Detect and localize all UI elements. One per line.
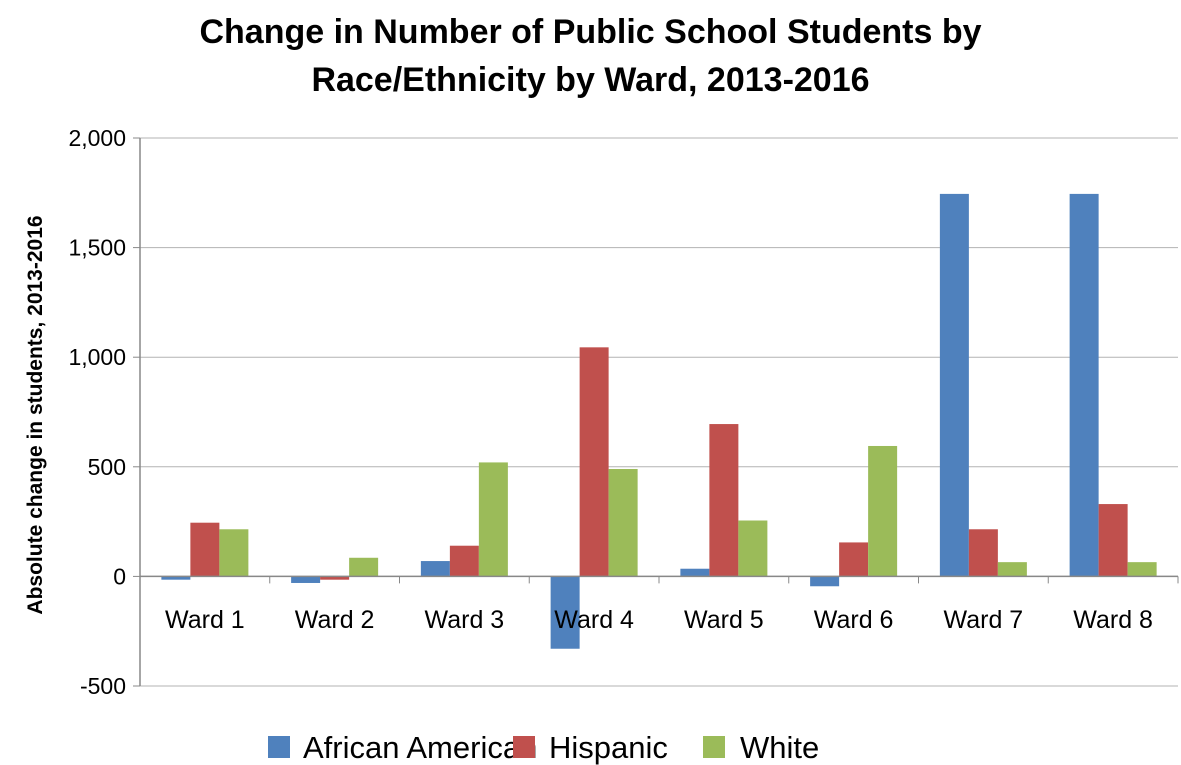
bar [161,576,191,580]
bar [420,561,450,577]
bar [868,445,898,577]
axes [139,138,1179,686]
y-axis-ticks: -500 0 500 1,000 1,500 2,000 [68,125,140,699]
bar [738,520,768,577]
bar [1098,504,1128,577]
y-tick-label: 0 [113,563,126,589]
bar [608,468,638,577]
x-tick-label: Ward 1 [165,606,245,634]
bar [1127,562,1157,577]
legend-label: Hispanic [549,730,668,765]
bar [320,576,350,580]
legend-label: White [740,730,819,765]
bar [939,193,969,577]
bar [579,347,609,577]
chart-title-line-2: Race/Ethnicity by Ward, 2013-2016 [311,61,870,99]
x-axis-categories: Ward 1 Ward 2 Ward 3 Ward 4 Ward 5 Ward 6 Ward… [165,606,1153,634]
bar [550,576,580,649]
y-tick-label: 500 [88,454,126,480]
bar [810,576,840,587]
bar [968,529,998,577]
legend-label: African American [303,730,537,765]
y-tick-label: -500 [80,673,126,699]
y-tick-label: 2,000 [68,125,126,151]
y-tick-label: 1,500 [68,235,126,261]
x-tick-label: Ward 2 [295,606,375,634]
chart-title-line-1: Change in Number of Public School Studen… [199,13,982,51]
legend-swatch [703,736,725,758]
bar [291,576,321,583]
bar [680,568,710,577]
bar [449,545,479,577]
bar [478,462,508,577]
gridlines [140,137,1178,687]
x-tick-label: Ward 4 [554,606,634,634]
bar [349,557,379,577]
bar [190,522,220,577]
legend: African American Hispanic White [268,730,819,765]
x-tick-label: Ward 7 [944,606,1024,634]
bars [161,193,1157,649]
x-tick-label: Ward 5 [684,606,764,634]
x-tick-label: Ward 8 [1073,606,1153,634]
bar [839,542,869,577]
bar [1069,193,1099,577]
legend-swatch [268,736,290,758]
y-axis-label: Absolute change in students, 2013-2016 [24,215,47,614]
bar [997,562,1027,577]
x-tick-label: Ward 3 [425,606,505,634]
bar [219,529,249,577]
y-tick-label: 1,000 [68,344,126,370]
legend-swatch [513,736,535,758]
x-tick-label: Ward 6 [814,606,894,634]
chart-title: Change in Number of Public School Studen… [0,8,1181,104]
bar [709,424,739,577]
